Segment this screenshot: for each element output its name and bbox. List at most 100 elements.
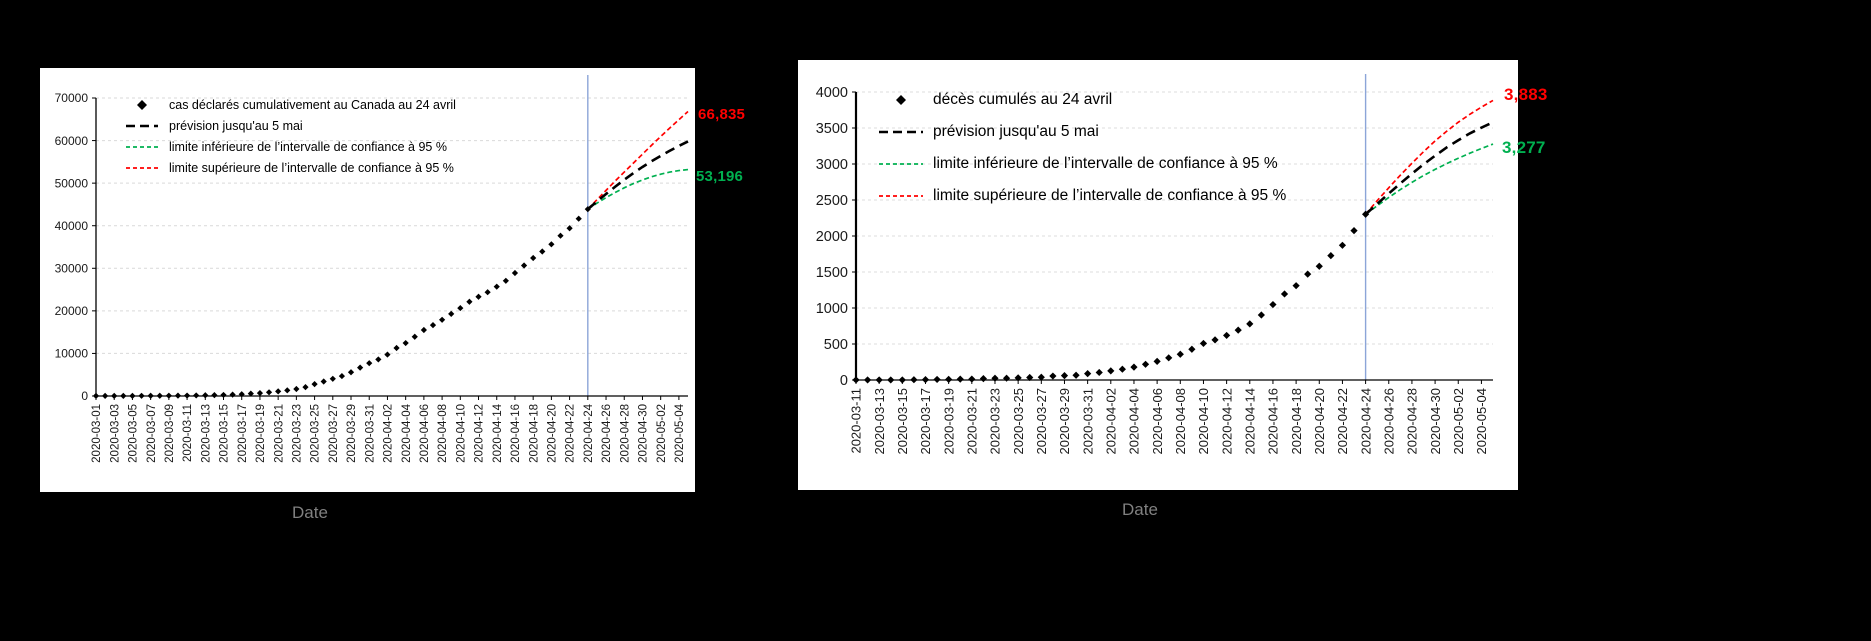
legend-item-forecast: prévision jusqu'au 5 mai	[124, 115, 456, 136]
svg-text:2020-04-22: 2020-04-22	[565, 404, 577, 463]
svg-text:2020-03-17: 2020-03-17	[918, 388, 933, 455]
svg-text:2020-04-12: 2020-04-12	[474, 404, 486, 463]
svg-text:4000: 4000	[816, 85, 848, 101]
svg-text:2500: 2500	[816, 193, 848, 209]
forecast-dash-marker-icon	[878, 128, 924, 136]
svg-text:2020-04-24: 2020-04-24	[583, 403, 595, 462]
svg-text:40000: 40000	[55, 219, 89, 233]
svg-text:2020-03-05: 2020-03-05	[128, 404, 140, 463]
svg-text:2020-05-02: 2020-05-02	[1451, 388, 1466, 455]
svg-text:2020-03-29: 2020-03-29	[1057, 388, 1072, 455]
svg-text:2020-04-18: 2020-04-18	[1289, 388, 1304, 455]
svg-text:2020-03-13: 2020-03-13	[200, 404, 212, 463]
svg-text:2020-03-01: 2020-03-01	[91, 404, 103, 463]
cases-lower-ci-end-value: 53,196	[696, 168, 744, 185]
svg-text:1000: 1000	[816, 301, 848, 317]
svg-text:2020-04-04: 2020-04-04	[401, 403, 413, 462]
svg-text:2020-04-28: 2020-04-28	[1405, 388, 1420, 455]
legend-item-lower-ci: limite inférieure de l’intervalle de con…	[878, 148, 1286, 180]
svg-text:2020-04-02: 2020-04-02	[383, 404, 395, 463]
svg-text:2020-03-03: 2020-03-03	[109, 404, 121, 463]
svg-text:2020-04-04: 2020-04-04	[1127, 388, 1142, 455]
svg-text:2020-04-28: 2020-04-28	[619, 404, 631, 463]
legend-label-lower-ci: limite inférieure de l’intervalle de con…	[169, 139, 447, 154]
legend-label-upper-ci: limite supérieure de l’intervalle de con…	[169, 160, 454, 175]
svg-text:2020-04-24: 2020-04-24	[1358, 388, 1373, 455]
svg-text:2020-03-07: 2020-03-07	[146, 404, 158, 463]
svg-text:2020-04-30: 2020-04-30	[1428, 388, 1443, 455]
svg-text:2020-04-16: 2020-04-16	[1266, 388, 1281, 455]
svg-text:2020-03-17: 2020-03-17	[237, 404, 249, 463]
deaths-upper-ci-end-value: 3,883	[1504, 85, 1548, 104]
cases-chart-legend: cas déclarés cumulativement au Canada au…	[124, 94, 456, 178]
cases-chart-figure: 0 10000 20000 30000 40000 50000 60000 70000 2020…	[40, 68, 695, 492]
svg-text:2020-03-11: 2020-03-11	[182, 404, 194, 462]
legend-label-forecast: prévision jusqu'au 5 mai	[933, 123, 1099, 140]
svg-text:2020-04-06: 2020-04-06	[419, 404, 431, 463]
legend-item-observed-cases: cas déclarés cumulativement au Canada au…	[124, 94, 456, 115]
svg-text:3500: 3500	[816, 121, 848, 137]
svg-text:2020-04-20: 2020-04-20	[547, 404, 559, 463]
cases-upper-ci-end-value: 66,835	[698, 106, 746, 123]
legend-item-lower-ci: limite inférieure de l’intervalle de con…	[124, 136, 456, 157]
svg-text:2020-04-08: 2020-04-08	[1173, 388, 1188, 455]
legend-item-observed-deaths: décès cumulés au 24 avril	[878, 84, 1286, 116]
svg-text:2020-03-11: 2020-03-11	[849, 388, 864, 454]
forecast-dash-marker-icon	[124, 122, 160, 130]
svg-text:2000: 2000	[816, 229, 848, 245]
svg-text:30000: 30000	[55, 261, 89, 275]
legend-label-observed-cases: cas déclarés cumulativement au Canada au…	[169, 97, 456, 112]
upper-ci-dash-marker-icon	[878, 192, 924, 200]
svg-text:2020-03-21: 2020-03-21	[964, 388, 979, 455]
legend-label-upper-ci: limite supérieure de l’intervalle de con…	[933, 187, 1287, 204]
observed-diamond-marker-icon	[124, 99, 160, 111]
svg-text:1500: 1500	[816, 265, 848, 281]
svg-text:2020-05-02: 2020-05-02	[656, 404, 668, 463]
lower-ci-dash-marker-icon	[878, 160, 924, 168]
svg-text:2020-03-13: 2020-03-13	[872, 388, 887, 455]
svg-text:2020-03-31: 2020-03-31	[1080, 388, 1095, 455]
svg-text:2020-04-10: 2020-04-10	[1196, 388, 1211, 455]
observed-diamond-marker-icon	[878, 94, 924, 106]
svg-text:2020-04-18: 2020-04-18	[528, 404, 540, 463]
svg-text:0: 0	[840, 373, 848, 389]
legend-item-upper-ci: limite supérieure de l’intervalle de con…	[878, 180, 1286, 212]
svg-text:60000: 60000	[55, 134, 89, 148]
legend-label-lower-ci: limite inférieure de l’intervalle de con…	[933, 155, 1278, 172]
svg-text:2020-03-15: 2020-03-15	[895, 388, 910, 455]
svg-text:70000: 70000	[55, 91, 89, 105]
cases-x-axis-title: Date	[292, 503, 328, 522]
svg-text:500: 500	[824, 337, 848, 353]
svg-text:2020-04-10: 2020-04-10	[455, 404, 467, 463]
svg-text:2020-04-26: 2020-04-26	[601, 404, 613, 463]
svg-text:2020-04-26: 2020-04-26	[1381, 388, 1396, 455]
svg-text:2020-05-04: 2020-05-04	[674, 403, 686, 462]
svg-text:2020-03-23: 2020-03-23	[292, 404, 304, 463]
svg-text:2020-04-12: 2020-04-12	[1219, 388, 1234, 455]
deaths-chart-figure: 0 500 1000 1500 2000 2500 3000 3500 4000 2020-03-…	[798, 60, 1518, 490]
svg-text:2020-03-27: 2020-03-27	[328, 404, 340, 463]
svg-text:2020-03-19: 2020-03-19	[255, 404, 267, 463]
svg-text:2020-03-21: 2020-03-21	[273, 404, 285, 463]
legend-label-observed-deaths: décès cumulés au 24 avril	[933, 91, 1113, 108]
svg-text:2020-03-27: 2020-03-27	[1034, 388, 1049, 455]
svg-text:2020-04-20: 2020-04-20	[1312, 388, 1327, 455]
deaths-chart-legend: décès cumulés au 24 avril prévision jusq…	[878, 84, 1286, 212]
legend-item-upper-ci: limite supérieure de l’intervalle de con…	[124, 157, 456, 178]
svg-text:2020-03-09: 2020-03-09	[164, 404, 176, 463]
svg-text:3000: 3000	[816, 157, 848, 173]
svg-text:2020-04-06: 2020-04-06	[1150, 388, 1165, 455]
legend-label-forecast: prévision jusqu'au 5 mai	[169, 118, 303, 133]
legend-item-forecast: prévision jusqu'au 5 mai	[878, 116, 1286, 148]
svg-text:2020-04-14: 2020-04-14	[492, 403, 504, 462]
svg-text:2020-03-25: 2020-03-25	[310, 404, 322, 463]
cases-chart-plot: 0 10000 20000 30000 40000 50000 60000 70000 2020…	[55, 75, 689, 463]
svg-text:2020-03-19: 2020-03-19	[941, 388, 956, 455]
svg-text:2020-03-23: 2020-03-23	[988, 388, 1003, 455]
svg-text:10000: 10000	[55, 347, 89, 361]
svg-text:20000: 20000	[55, 304, 89, 318]
svg-text:2020-03-25: 2020-03-25	[1011, 388, 1026, 455]
svg-text:2020-04-22: 2020-04-22	[1335, 388, 1350, 455]
svg-text:2020-03-29: 2020-03-29	[346, 404, 358, 463]
